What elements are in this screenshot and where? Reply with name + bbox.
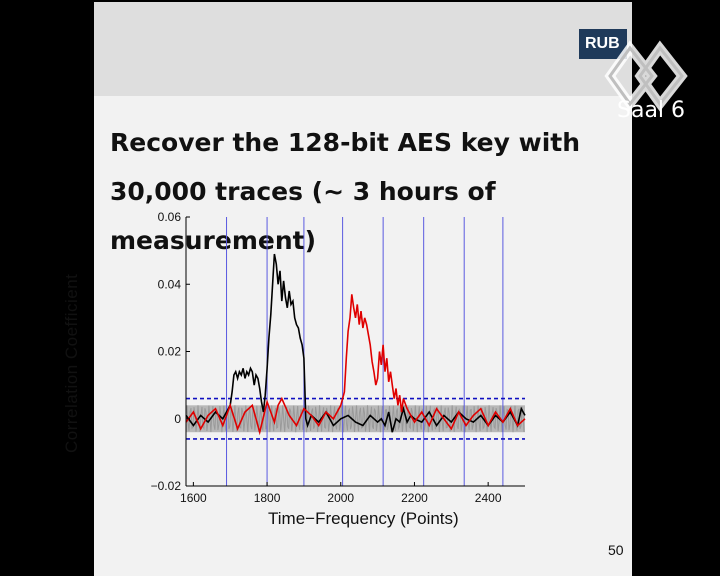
y-axis-label: Correlation Coefficient — [62, 273, 81, 453]
y-tick-label: 0.02 — [158, 345, 182, 359]
x-tick-label: 2400 — [475, 491, 502, 505]
series-line-red — [185, 294, 526, 436]
noise-traces — [185, 405, 525, 433]
page-number: 50 — [608, 542, 624, 558]
y-tick-label: 0 — [174, 412, 181, 426]
y-tick-label: 0.06 — [158, 210, 182, 224]
y-tick-label: 0.04 — [158, 277, 182, 291]
slide-header — [94, 2, 632, 96]
y-tick-label: −0.02 — [151, 479, 182, 493]
watermark-text: Saal 6 — [617, 98, 686, 123]
x-tick-label: 1600 — [180, 491, 207, 505]
rub-logo: RUB — [579, 29, 627, 59]
ccc-logo-icon — [604, 40, 688, 112]
x-tick-label: 1800 — [254, 491, 281, 505]
slide: RUB Recover the 128-bit AES key with 30,… — [94, 2, 632, 576]
series-line-black — [185, 253, 526, 433]
x-axis-label: Time−Frequency (Points) — [268, 509, 459, 528]
slide-title: Recover the 128-bit AES key with 30,000 … — [110, 128, 581, 255]
x-tick-label: 2000 — [327, 491, 354, 505]
x-tick-label: 2200 — [401, 491, 428, 505]
